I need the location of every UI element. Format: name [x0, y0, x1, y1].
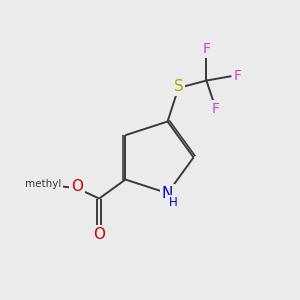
Text: F: F	[202, 42, 210, 56]
Text: H: H	[169, 196, 177, 209]
Text: O: O	[93, 227, 105, 242]
Text: F: F	[211, 102, 219, 116]
Text: methyl: methyl	[25, 179, 62, 189]
Text: F: F	[233, 69, 241, 83]
Text: N: N	[162, 186, 173, 201]
Text: O: O	[71, 179, 83, 194]
Text: S: S	[174, 79, 183, 94]
